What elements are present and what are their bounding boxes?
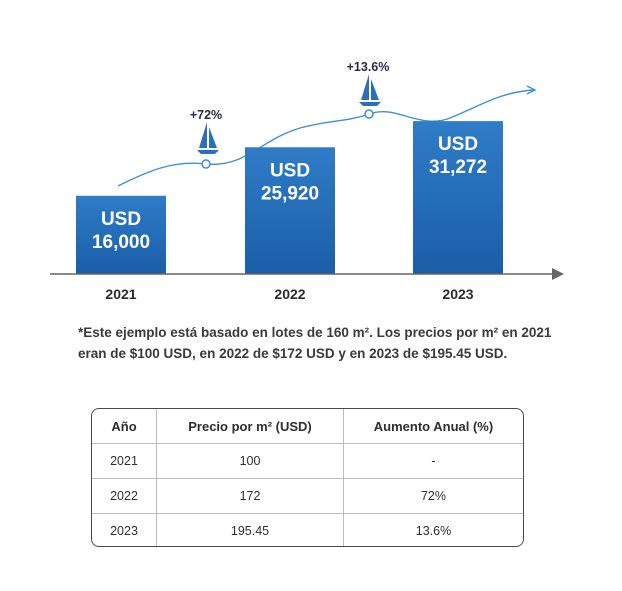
header-year: Año [92, 409, 157, 444]
bar-2023 [413, 121, 503, 274]
price-table: Año Precio por m² (USD) Aumento Anual (%… [91, 408, 524, 547]
x-tick-label: 2022 [274, 286, 305, 302]
bar-value-label: USD [270, 160, 310, 181]
cell-price: 195.45 [156, 513, 344, 546]
bar-value-label: USD [438, 134, 478, 155]
marker-2022 [201, 159, 211, 169]
table-header-row: Año Precio por m² (USD) Aumento Anual (%… [92, 409, 523, 444]
bar-value-label: 25,920 [261, 183, 319, 204]
bar-value-label: 31,272 [429, 157, 487, 178]
sailboat-icon [359, 74, 381, 106]
bar-2022 [245, 147, 335, 274]
cell-year: 2022 [92, 478, 157, 514]
table-row: 2021 100 - [92, 443, 523, 479]
cell-increase: - [343, 443, 523, 479]
sailboat-icon [197, 122, 219, 154]
table-row: 2022 172 72% [92, 478, 523, 514]
header-price: Precio por m² (USD) [156, 409, 344, 444]
cell-increase: 13.6% [343, 513, 523, 546]
cell-price: 100 [156, 443, 344, 479]
x-axis-arrowhead [552, 268, 564, 280]
cell-increase: 72% [343, 478, 523, 514]
cell-year: 2023 [92, 513, 157, 546]
x-tick-label: 2021 [105, 286, 136, 302]
bar-value-label: 16,000 [92, 232, 150, 253]
footnote: *Este ejemplo está basado en lotes de 16… [78, 325, 552, 361]
cell-year: 2021 [92, 443, 157, 479]
x-tick-label: 2023 [442, 286, 473, 302]
curve-arrowhead [526, 85, 537, 95]
annotation-label: +72% [190, 108, 222, 122]
bar-2021 [76, 195, 166, 274]
table-row: 2023 195.45 13.6% [92, 513, 523, 546]
header-increase: Aumento Anual (%) [343, 409, 523, 444]
cell-price: 172 [156, 478, 344, 514]
annotation-label: +13.6% [347, 60, 390, 74]
marker-2023 [364, 109, 374, 119]
trend-curve [117, 89, 535, 187]
bar-value-label: USD [101, 209, 141, 230]
